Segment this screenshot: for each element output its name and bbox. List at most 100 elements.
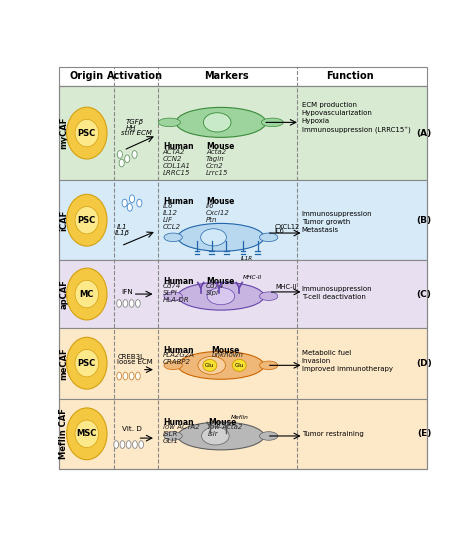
Text: Metabolic fuel
Invasion
Improved immunotherapy: Metabolic fuel Invasion Improved immunot… [301,350,392,372]
Ellipse shape [178,224,264,251]
Ellipse shape [136,300,140,307]
Text: Acta2
Tagln
Ccn2
Lrrc15: Acta2 Tagln Ccn2 Lrrc15 [206,150,228,176]
Text: apCAF: apCAF [59,279,68,309]
Ellipse shape [259,431,278,440]
Text: TGFβ: TGFβ [126,120,144,125]
Text: (A): (A) [416,128,432,137]
Text: (B): (B) [417,216,432,225]
Ellipse shape [126,441,131,448]
Text: Meflin CAF: Meflin CAF [59,409,68,459]
Text: IFN: IFN [122,289,134,295]
Bar [59,180,427,260]
Text: Human: Human [163,142,193,151]
Ellipse shape [207,287,235,305]
Text: Il6
Cxcl12
Ptn: Il6 Cxcl12 Ptn [206,203,230,223]
Text: Mouse: Mouse [208,418,237,426]
Text: Function: Function [326,71,373,81]
Bar [59,260,427,328]
Ellipse shape [75,120,99,147]
Ellipse shape [66,337,107,389]
Ellipse shape [178,422,264,450]
Ellipse shape [164,361,182,370]
Text: Immunosuppression
Tumor growth
Metastasis: Immunosuppression Tumor growth Metastasi… [301,211,372,234]
Text: (D): (D) [416,359,432,368]
Ellipse shape [164,292,182,300]
Text: MC: MC [80,290,94,299]
Text: IL6: IL6 [274,228,284,234]
Text: Activation: Activation [107,71,163,81]
Text: IL1R: IL1R [240,256,253,261]
Text: IL6
IL12
LIF
CCL2: IL6 IL12 LIF CCL2 [163,203,181,230]
Text: myCAF: myCAF [59,117,68,149]
Text: Mouse: Mouse [206,197,235,206]
Text: CXCL12: CXCL12 [274,224,300,230]
Ellipse shape [261,118,283,127]
Ellipse shape [176,107,266,137]
Text: MHC-II: MHC-II [275,284,297,290]
Ellipse shape [129,372,134,380]
Ellipse shape [198,356,226,374]
Text: PSC: PSC [78,128,96,137]
Text: unknown: unknown [212,353,244,359]
Text: HH: HH [126,125,137,131]
Text: Mouse: Mouse [212,346,240,355]
Text: Glu: Glu [235,363,244,368]
Text: Human: Human [163,418,193,426]
Ellipse shape [133,441,137,448]
Ellipse shape [117,300,121,307]
Ellipse shape [66,408,107,460]
Ellipse shape [129,195,135,202]
Ellipse shape [203,359,217,371]
Ellipse shape [66,194,107,246]
Text: PSC: PSC [78,216,96,225]
Ellipse shape [259,233,278,242]
Text: Cd74
SLPI
HLA-DR: Cd74 SLPI HLA-DR [163,284,190,304]
Text: Mouse: Mouse [206,277,235,286]
Ellipse shape [66,268,107,320]
Ellipse shape [178,282,264,310]
Ellipse shape [136,372,140,380]
Text: (E): (E) [417,429,431,438]
Text: MHC-II: MHC-II [243,275,262,280]
Ellipse shape [123,300,128,307]
Text: Human: Human [163,346,193,355]
Ellipse shape [201,229,227,246]
Ellipse shape [137,199,142,207]
Text: Cd74
Slpi: Cd74 Slpi [206,284,225,296]
Text: low Acta2
Islr: low Acta2 Islr [208,424,242,437]
Text: PLA2G2A
CRABP2: PLA2G2A CRABP2 [163,353,195,365]
Bar [59,399,427,469]
Ellipse shape [178,351,264,379]
Ellipse shape [132,151,137,158]
Text: Meflin: Meflin [231,415,249,420]
Ellipse shape [75,280,99,308]
Text: Vit. D: Vit. D [122,426,142,431]
Ellipse shape [259,292,278,300]
Text: Markers: Markers [204,71,249,81]
Text: Mouse: Mouse [206,142,235,151]
Ellipse shape [119,159,124,167]
Ellipse shape [201,427,229,445]
Ellipse shape [66,107,107,159]
Ellipse shape [158,118,181,127]
Ellipse shape [117,372,121,380]
Text: IL1β: IL1β [115,230,130,236]
Text: IL1: IL1 [117,224,128,230]
Text: Immunosuppression
T-cell deactivation: Immunosuppression T-cell deactivation [301,286,372,300]
Bar [59,86,427,469]
Ellipse shape [75,420,99,448]
Text: PSC: PSC [78,359,96,368]
Ellipse shape [75,206,99,234]
Ellipse shape [139,441,144,448]
Text: CREB3L: CREB3L [117,354,144,360]
Text: ACTA2
CCN2
COL1A1
LRRC15: ACTA2 CCN2 COL1A1 LRRC15 [163,150,191,176]
Bar [59,86,427,180]
Ellipse shape [122,199,127,207]
Ellipse shape [75,350,99,377]
Text: Tumor restraining: Tumor restraining [301,431,364,437]
Ellipse shape [203,113,231,132]
Ellipse shape [114,441,118,448]
Bar [59,328,427,399]
Text: loose ECM: loose ECM [117,359,153,365]
Text: iCAF: iCAF [59,210,68,231]
